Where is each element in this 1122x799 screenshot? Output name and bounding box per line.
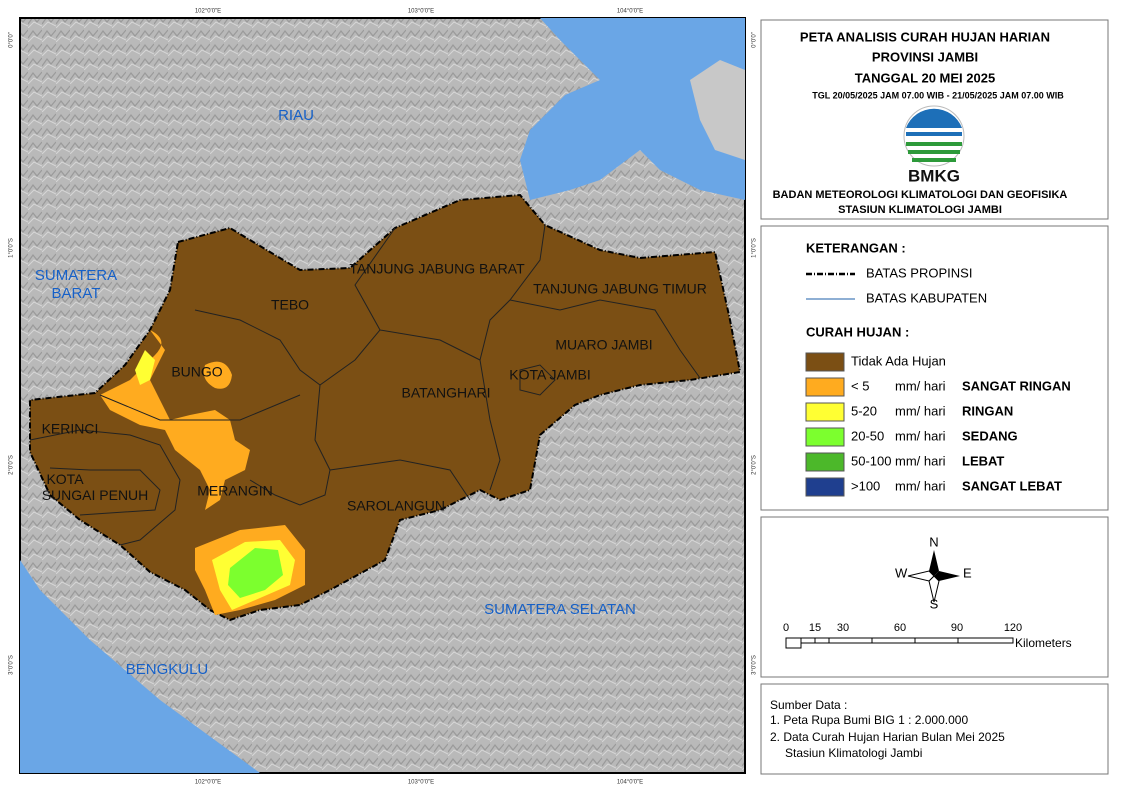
subtitle: PROVINSI JAMBI [872,49,978,64]
legend-unit: mm/ hari [895,478,946,493]
source-item: Stasiun Klimatologi Jambi [785,746,922,760]
legend-heading: KETERANGAN : [806,240,906,255]
legend-swatch [805,427,845,447]
rain-area [203,361,232,389]
compass-e: E [963,565,972,580]
sea [20,560,260,773]
legend-swatch [805,377,845,397]
title: PETA ANALISIS CURAH HUJAN HARIAN [800,29,1050,44]
scale-label: 90 [951,622,963,634]
district-label: SAROLANGUN [347,498,445,514]
district-label: KOTA SUNGAI PENUH [42,471,149,503]
legend-category: SANGAT LEBAT [962,478,1062,493]
compass [907,550,960,603]
province [29,193,742,622]
district-label: KERINCI [42,421,99,437]
graticule-label: 104°0'0"E [617,9,643,15]
district-label: KOTA JAMBI [509,367,590,383]
legend-unit: mm/ hari [895,453,946,468]
region-label: BENGKULU [126,661,209,678]
graticule-label: 102°0'0"E [195,9,221,15]
graticule-label: 2°0'0"S [9,455,15,475]
legend-category: RINGAN [962,403,1013,418]
district-label: MUARO JAMBI [555,337,652,353]
legend-unit: mm/ hari [895,403,946,418]
graticule-label: 102°0'0"E [195,780,221,786]
region-label: SUMATERA BARAT [35,267,117,302]
legend-label: < 5 [851,378,869,393]
legend-label: 50-100 [851,453,891,468]
district-label: MERANGIN [197,483,272,499]
legend-unit: mm/ hari [895,428,946,443]
scale-label: 0 [783,622,789,634]
region-label: SUMATERA SELATAN [484,601,636,618]
graticule-label: 103°0'0"E [408,780,434,786]
graticule-label: 2°0'0"S [752,455,758,475]
district-label: TANJUNG JABUNG TIMUR [533,281,707,297]
compass-s: S [930,596,939,611]
source-item: 2. Data Curah Hujan Harian Bulan Mei 202… [770,730,1005,744]
legend-swatch [805,402,845,422]
rain-area [135,350,155,385]
graticule-label: 104°0'0"E [617,780,643,786]
scale-unit: Kilometers [1015,636,1072,650]
graticule-label: 0°0'0" [752,32,758,48]
source-item: 1. Peta Rupa Bumi BIG 1 : 2.000.000 [770,713,968,727]
logo [903,105,965,167]
period: TGL 20/05/2025 JAM 07.00 WIB - 21/05/202… [812,90,1064,100]
legend-swatch [805,477,845,497]
station: STASIUN KLIMATOLOGI JAMBI [838,204,1002,216]
scale-label: 30 [837,622,849,634]
legend-label: BATAS PROPINSI [866,265,972,280]
graticule-label: 3°0'0"S [9,655,15,675]
scale-bar [785,637,1014,649]
graticule-label: 1°0'0"S [9,238,15,258]
source-panel [760,683,1109,775]
legend-heading: CURAH HUJAN : [806,324,909,339]
agency: BADAN METEOROLOGI KLIMATOLOGI DAN GEOFIS… [773,189,1068,201]
sea [520,18,745,200]
source-heading: Sumber Data : [770,698,847,712]
district-label: BUNGO [171,364,222,380]
district-borders [29,224,701,546]
legend-label: Tidak Ada Hujan [851,353,946,368]
legend-label: 5-20 [851,403,877,418]
district-label: TEBO [271,297,309,313]
scale-label: 120 [1004,622,1022,634]
legend-label: BATAS KABUPATEN [866,290,987,305]
legend-category: SEDANG [962,428,1018,443]
legend-swatch [805,352,845,372]
graticule-label: 1°0'0"S [752,238,758,258]
district-label: TANJUNG JABUNG BARAT [349,261,525,277]
scale-label: 15 [809,622,821,634]
legend-label: 20-50 [851,428,884,443]
compass-n: N [929,534,938,549]
legend-swatch [805,452,845,472]
graticule-label: 3°0'0"S [752,655,758,675]
island [690,60,745,160]
legend-label: >100 [851,478,880,493]
district-label: BATANGHARI [402,385,491,401]
compass-w: W [895,565,908,580]
scale-label: 60 [894,622,906,634]
map [19,17,746,774]
date: TANGGAL 20 MEI 2025 [855,70,995,85]
legend-unit: mm/ hari [895,378,946,393]
region-label: RIAU [278,107,314,124]
legend-category: SANGAT RINGAN [962,378,1071,393]
graticule-label: 103°0'0"E [408,9,434,15]
logo-text: BMKG [908,166,960,185]
graticule-label: 0°0'0" [9,32,15,48]
rain-area [228,548,283,598]
legend-category: LEBAT [962,453,1004,468]
